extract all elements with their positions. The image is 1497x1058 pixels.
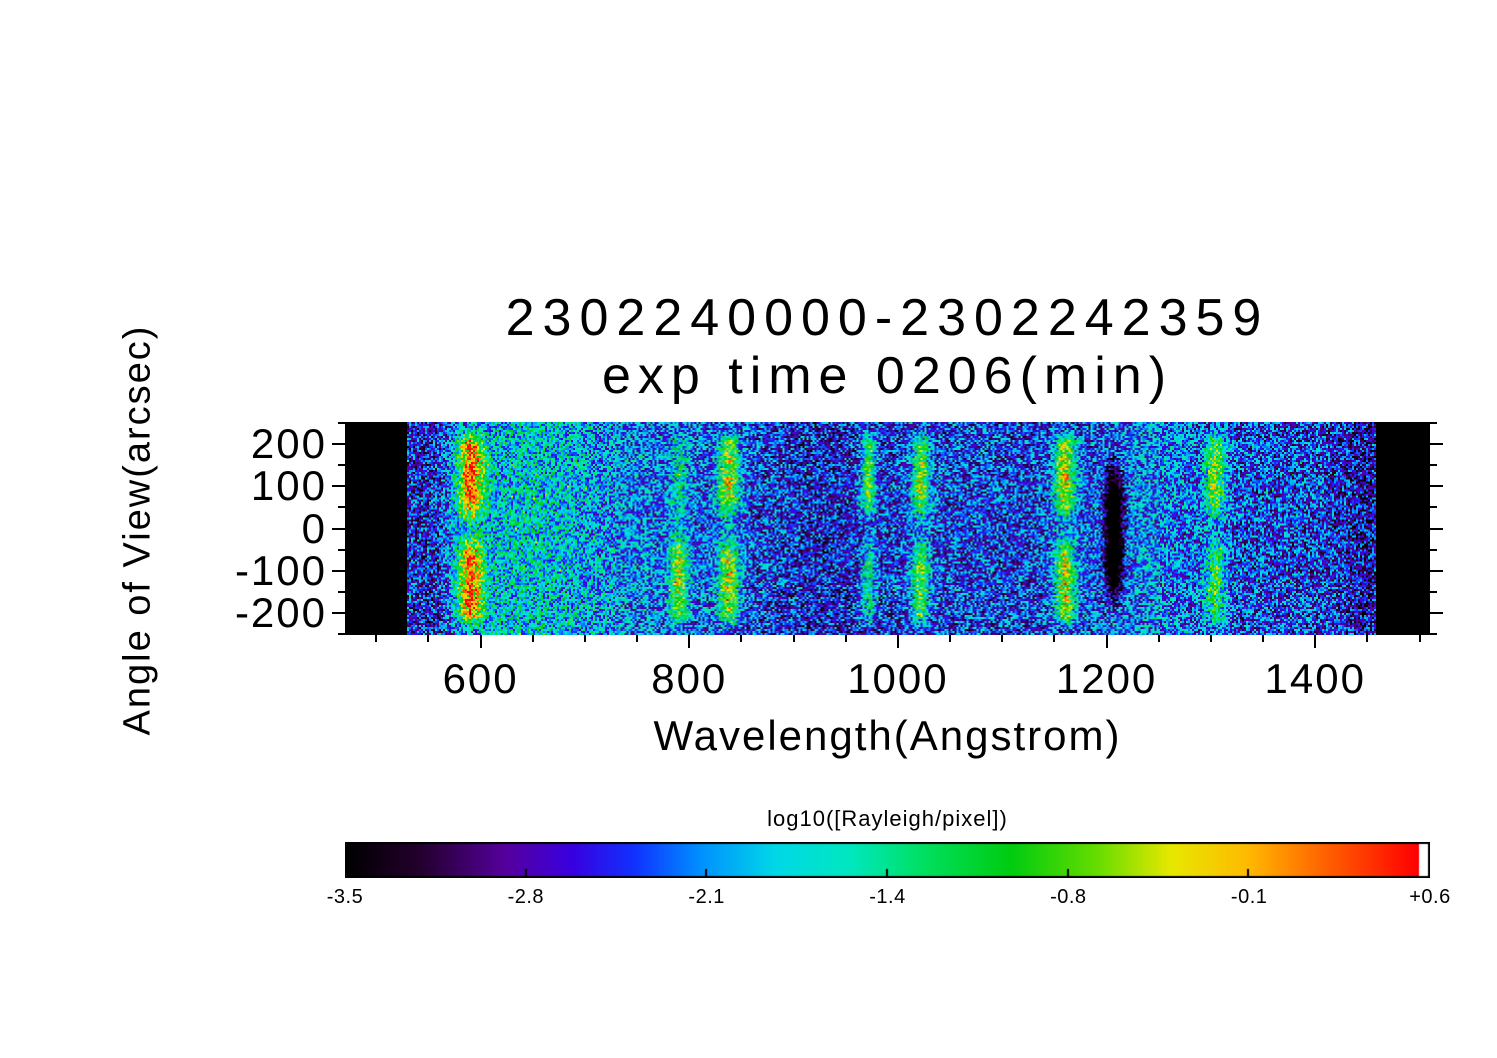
x-minor-tick [427, 635, 430, 642]
y-minor-tick [338, 422, 345, 425]
y-minor-tick [1430, 506, 1437, 509]
colorbar [345, 842, 1430, 878]
y-minor-tick [338, 590, 345, 593]
colorbar-canvas [345, 842, 1430, 878]
y-major-tick [1430, 443, 1443, 446]
x-major-tick [1314, 635, 1317, 648]
x-minor-tick [1053, 635, 1056, 642]
x-major-tick [688, 635, 691, 648]
y-minor-tick [1430, 548, 1437, 551]
y-major-tick [1430, 569, 1443, 572]
y-minor-tick [1430, 464, 1437, 467]
y-major-tick [332, 527, 345, 530]
y-tick-label: 200 [250, 420, 327, 468]
colorbar-tick-label: -2.1 [688, 886, 725, 908]
x-minor-tick [792, 635, 795, 642]
y-tick-label: -200 [234, 588, 327, 636]
colorbar-tick-label: +0.6 [1409, 886, 1451, 908]
x-minor-tick [375, 635, 378, 642]
x-minor-tick [1262, 635, 1265, 642]
plot-title: 2302240000-2302242359 [505, 289, 1270, 347]
y-tick-label: 100 [250, 462, 327, 510]
x-minor-tick [636, 635, 639, 642]
y-major-tick [1430, 527, 1443, 530]
y-minor-tick [1430, 632, 1437, 635]
colorbar-tick-label: -0.1 [1230, 886, 1268, 908]
y-minor-tick [1430, 422, 1437, 425]
colorbar-tick-label: -1.4 [869, 886, 906, 908]
y-minor-tick [1430, 590, 1437, 593]
colorbar-tick-label: -3.5 [326, 886, 364, 908]
x-tick-label: 800 [651, 655, 728, 702]
x-tick-label: 1000 [847, 655, 949, 702]
x-tick-label: 1200 [1055, 655, 1158, 702]
heatmap-plot [345, 422, 1430, 635]
x-minor-tick [949, 635, 952, 642]
x-minor-tick [1001, 635, 1004, 642]
y-major-tick [332, 443, 345, 446]
y-major-tick [1430, 485, 1443, 488]
heatmap-canvas [345, 422, 1430, 635]
x-minor-tick [740, 635, 743, 642]
x-tick-label: 600 [442, 655, 519, 702]
y-major-tick [1430, 611, 1443, 614]
x-major-tick [479, 635, 482, 648]
x-tick-label: 1400 [1264, 655, 1366, 702]
x-axis-label: Wavelength(Angstrom) [653, 712, 1122, 759]
x-minor-tick [583, 635, 586, 642]
colorbar-label: log10([Rayleigh/pixel]) [767, 806, 1008, 831]
y-minor-tick [338, 548, 345, 551]
y-minor-tick [338, 632, 345, 635]
y-minor-tick [338, 464, 345, 467]
y-tick-label: 0 [301, 504, 327, 552]
x-minor-tick [844, 635, 847, 642]
x-major-tick [1105, 635, 1108, 648]
y-major-tick [332, 569, 345, 572]
y-tick-label: -100 [234, 546, 327, 594]
y-major-tick [332, 611, 345, 614]
y-major-tick [332, 485, 345, 488]
x-minor-tick [1366, 635, 1369, 642]
x-major-tick [896, 635, 899, 648]
x-minor-tick [531, 635, 534, 642]
y-axis-label: Angle of View(arcsec) [116, 324, 159, 736]
colorbar-tick-label: -0.8 [1050, 886, 1087, 908]
plot-subtitle: exp time 0206(min) [601, 347, 1174, 405]
x-minor-tick [1209, 635, 1212, 642]
x-minor-tick [1157, 635, 1160, 642]
y-minor-tick [338, 506, 345, 509]
x-minor-tick [1418, 635, 1421, 642]
colorbar-tick-label: -2.8 [507, 886, 545, 908]
